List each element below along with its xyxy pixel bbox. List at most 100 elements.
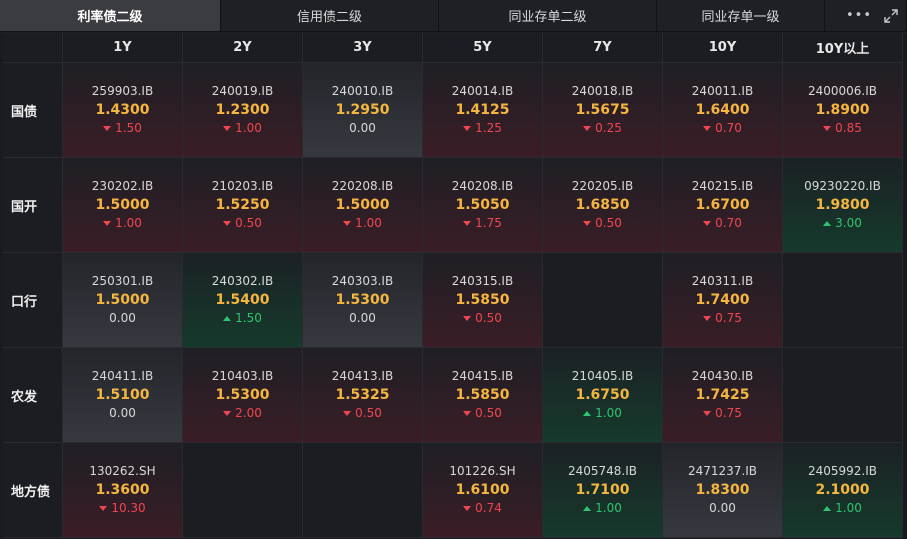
bond-code: 220205.IB — [571, 179, 634, 193]
bond-code: 240018.IB — [571, 84, 634, 98]
bond-code: 240019.IB — [211, 84, 274, 98]
column-header: 5Y — [423, 33, 543, 63]
arrow-up-icon — [223, 316, 232, 321]
yield-change: 0.00 — [109, 406, 136, 421]
yield-change: 0.70 — [703, 121, 742, 136]
bond-cell[interactable]: 220205.IB 1.6850 0.50 — [543, 158, 663, 253]
bond-cell[interactable]: 240415.IB 1.5850 0.50 — [423, 348, 543, 443]
change-value: 1.00 — [355, 216, 382, 230]
change-value: 3.00 — [835, 216, 862, 230]
row-label: 国债 — [3, 63, 63, 158]
yield-change: 0.50 — [463, 406, 502, 421]
bond-code: 130262.SH — [89, 464, 156, 478]
bond-yield: 1.5000 — [95, 292, 150, 308]
change-value: 0.00 — [349, 311, 376, 325]
column-header: 2Y — [183, 33, 303, 63]
bond-yield: 1.5250 — [215, 197, 270, 213]
bond-code: 2400006.IB — [807, 84, 878, 98]
bond-cell[interactable]: 2405748.IB 1.7100 1.00 — [543, 443, 663, 538]
more-icon[interactable]: ••• — [845, 8, 872, 23]
bond-code: 220208.IB — [331, 179, 394, 193]
change-value: 10.30 — [111, 501, 146, 515]
bond-yield: 1.5000 — [95, 197, 150, 213]
bond-cell[interactable]: 240315.IB 1.5850 0.50 — [423, 253, 543, 348]
arrow-up-icon — [583, 411, 592, 416]
bond-cell[interactable]: 230202.IB 1.5000 1.00 — [63, 158, 183, 253]
bond-yield: 1.3600 — [95, 482, 150, 498]
row-label: 口行 — [3, 253, 63, 348]
expand-icon[interactable] — [882, 7, 900, 25]
yield-change: 2.00 — [223, 406, 262, 421]
bond-yield: 1.6850 — [575, 197, 630, 213]
bond-yield: 1.5400 — [215, 292, 270, 308]
tab-credit-bond-secondary[interactable]: 信用债二级 — [221, 0, 439, 32]
arrow-down-icon — [703, 126, 712, 131]
bond-yield: 1.4300 — [95, 102, 150, 118]
bond-code: 240413.IB — [331, 369, 394, 383]
bond-cell[interactable]: 240411.IB 1.5100 0.00 — [63, 348, 183, 443]
yield-change: 0.00 — [709, 501, 736, 516]
bond-yield: 1.8300 — [695, 482, 750, 498]
bond-cell[interactable]: 220208.IB 1.5000 1.00 — [303, 158, 423, 253]
arrow-down-icon — [223, 221, 232, 226]
tab-bar: 利率债二级 信用债二级 同业存单二级 同业存单一级 ••• — [0, 0, 907, 33]
change-value: 0.50 — [475, 406, 502, 420]
bond-code: 240014.IB — [451, 84, 514, 98]
bond-cell[interactable]: 240430.IB 1.7425 0.75 — [663, 348, 783, 443]
bond-code: 240302.IB — [211, 274, 274, 288]
bond-cell[interactable]: 210203.IB 1.5250 0.50 — [183, 158, 303, 253]
empty-cell — [303, 443, 423, 538]
bond-cell[interactable]: 101226.SH 1.6100 0.74 — [423, 443, 543, 538]
tab-rate-bond-secondary[interactable]: 利率债二级 — [0, 0, 221, 32]
arrow-down-icon — [703, 316, 712, 321]
change-value: 1.00 — [595, 501, 622, 515]
yield-change: 0.25 — [583, 121, 622, 136]
bond-cell[interactable]: 240011.IB 1.6400 0.70 — [663, 63, 783, 158]
bond-cell[interactable]: 2471237.IB 1.8300 0.00 — [663, 443, 783, 538]
bond-cell[interactable]: 240018.IB 1.5675 0.25 — [543, 63, 663, 158]
change-value: 0.25 — [595, 121, 622, 135]
column-header: 7Y — [543, 33, 663, 63]
bond-cell[interactable]: 240413.IB 1.5325 0.50 — [303, 348, 423, 443]
bond-cell[interactable]: 259903.IB 1.4300 1.50 — [63, 63, 183, 158]
column-header: 3Y — [303, 33, 423, 63]
bond-cell[interactable]: 2405992.IB 2.1000 1.00 — [783, 443, 903, 538]
bond-cell[interactable]: 240019.IB 1.2300 1.00 — [183, 63, 303, 158]
bond-cell[interactable]: 240302.IB 1.5400 1.50 — [183, 253, 303, 348]
change-value: 1.00 — [595, 406, 622, 420]
bond-cell[interactable]: 240215.IB 1.6700 0.70 — [663, 158, 783, 253]
bond-yield: 1.5325 — [335, 387, 390, 403]
bond-cell[interactable]: 09230220.IB 1.9800 3.00 — [783, 158, 903, 253]
bond-cell[interactable]: 240208.IB 1.5050 1.75 — [423, 158, 543, 253]
arrow-down-icon — [343, 411, 352, 416]
bond-cell[interactable]: 130262.SH 1.3600 10.30 — [63, 443, 183, 538]
arrow-down-icon — [463, 126, 472, 131]
tab-ncd-primary[interactable]: 同业存单一级 — [657, 0, 825, 32]
empty-cell — [783, 348, 903, 443]
tab-toolbar: ••• — [825, 0, 907, 32]
bond-code: 250301.IB — [91, 274, 154, 288]
change-value: 1.00 — [235, 121, 262, 135]
arrow-down-icon — [463, 221, 472, 226]
bond-code: 240315.IB — [451, 274, 514, 288]
bond-cell[interactable]: 240303.IB 1.5300 0.00 — [303, 253, 423, 348]
change-value: 0.75 — [715, 406, 742, 420]
bond-cell[interactable]: 210403.IB 1.5300 2.00 — [183, 348, 303, 443]
bond-cell[interactable]: 210405.IB 1.6750 1.00 — [543, 348, 663, 443]
bond-code: 210203.IB — [211, 179, 274, 193]
yield-change: 0.00 — [349, 311, 376, 326]
yield-change: 1.00 — [823, 501, 862, 516]
bond-code: 2405992.IB — [807, 464, 878, 478]
change-value: 1.50 — [235, 311, 262, 325]
bond-yield: 1.5300 — [335, 292, 390, 308]
bond-code: 240011.IB — [691, 84, 754, 98]
bond-cell[interactable]: 240311.IB 1.7400 0.75 — [663, 253, 783, 348]
bond-cell[interactable]: 240010.IB 1.2950 0.00 — [303, 63, 423, 158]
bond-cell[interactable]: 240014.IB 1.4125 1.25 — [423, 63, 543, 158]
bond-cell[interactable]: 2400006.IB 1.8900 0.85 — [783, 63, 903, 158]
arrow-down-icon — [223, 126, 232, 131]
bond-code: 230202.IB — [91, 179, 154, 193]
bond-cell[interactable]: 250301.IB 1.5000 0.00 — [63, 253, 183, 348]
yield-change: 0.00 — [349, 121, 376, 136]
tab-ncd-secondary[interactable]: 同业存单二级 — [439, 0, 657, 32]
